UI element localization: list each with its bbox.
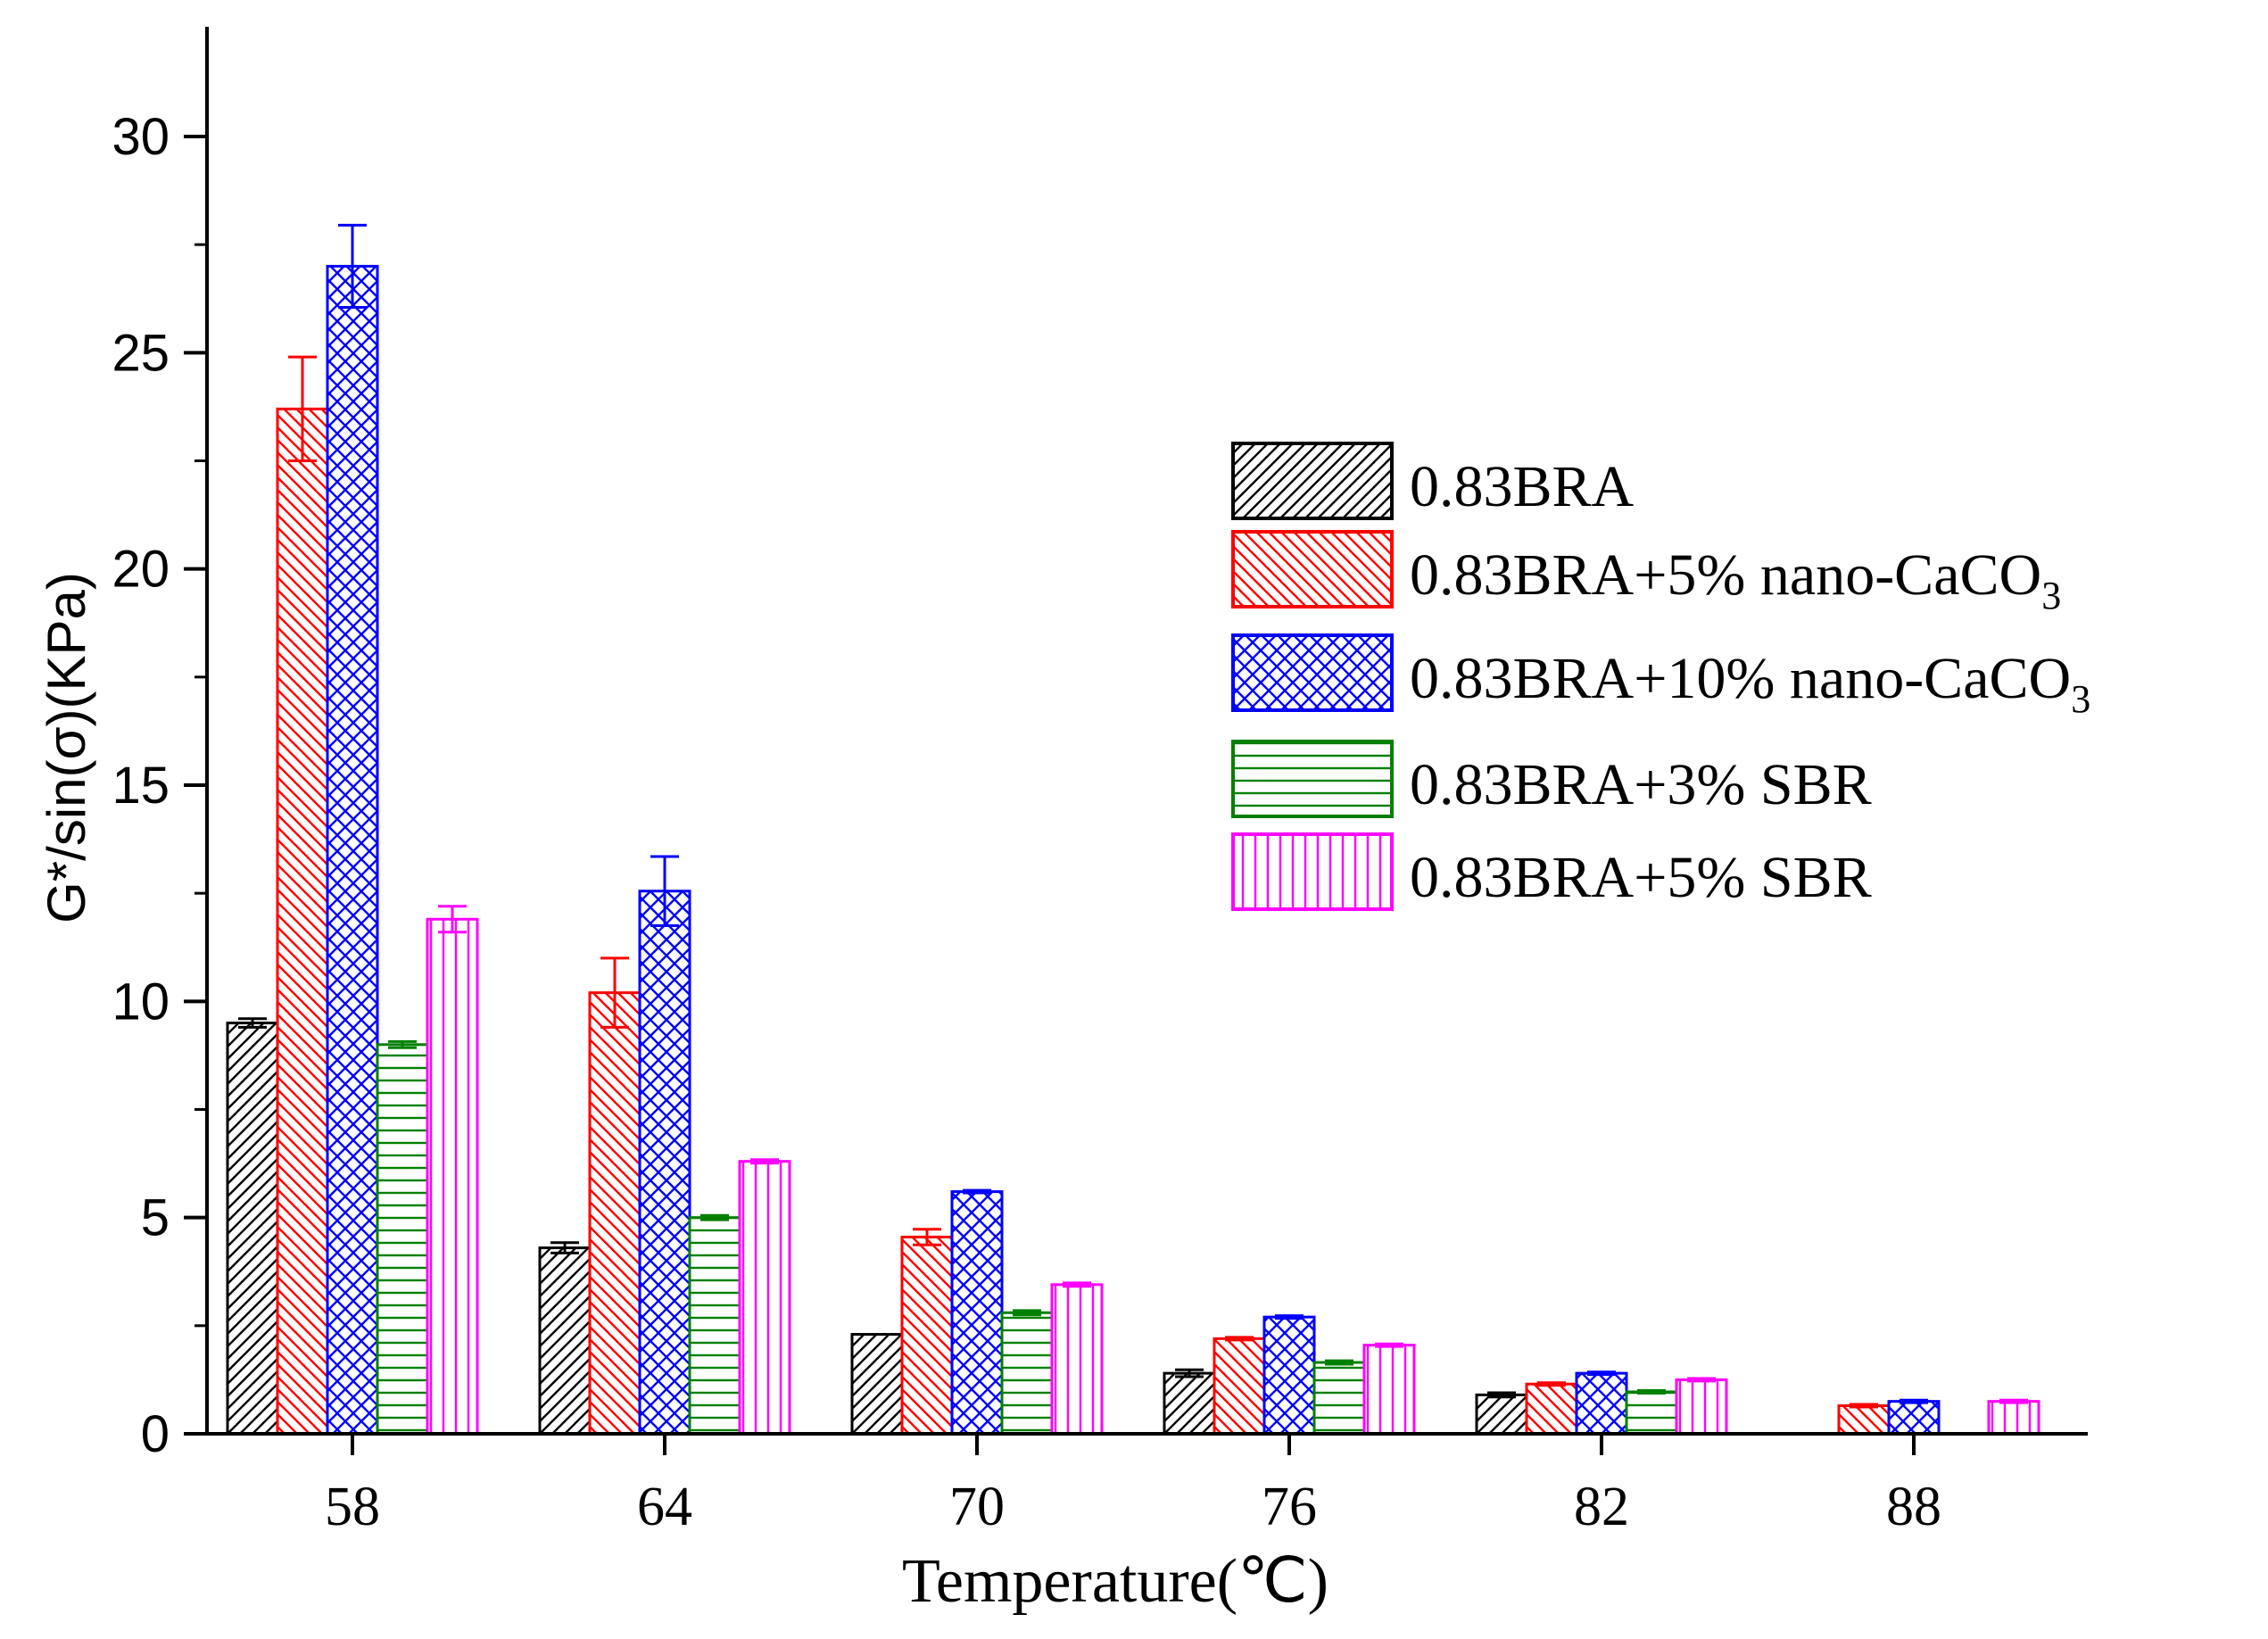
- error-bar: [438, 905, 467, 934]
- error-bar: [700, 1213, 729, 1221]
- error-bar: [1587, 1370, 1616, 1377]
- legend-swatch: [1231, 442, 1394, 520]
- error-bar: [1637, 1389, 1666, 1395]
- x-tick-label: 58: [325, 1477, 380, 1537]
- bar: [1213, 1337, 1266, 1436]
- y-axis-title: G*/sin(σ)(KPa): [37, 572, 96, 923]
- bar: [1312, 1361, 1366, 1436]
- error-bar: [650, 855, 679, 928]
- y-tick-label: 10: [112, 973, 170, 1031]
- y-tick-label: 20: [112, 541, 170, 599]
- bar: [538, 1246, 592, 1436]
- x-tick-label: 76: [1262, 1477, 1317, 1537]
- bar: [1575, 1371, 1628, 1436]
- bar: [1987, 1400, 2040, 1436]
- bar: [426, 917, 479, 1436]
- legend-item: 0.83BRA+5% nano-CaCO3: [1231, 530, 2061, 617]
- axes-layer: 0 5 10 15 20 25 30 58 64 70 76 82 88: [112, 27, 2088, 1537]
- legend-label: 0.83BRA+5% nano-CaCO3: [1410, 542, 2061, 617]
- error-bar: [1487, 1391, 1516, 1399]
- legend-label: 0.83BRA: [1410, 454, 1635, 519]
- legend-label: 0.83BRA+5% SBR: [1410, 845, 1872, 910]
- error-bar: [238, 1017, 267, 1029]
- legend-swatch: [1231, 740, 1394, 818]
- legend-label: 0.83BRA+10% nano-CaCO3: [1410, 646, 2090, 721]
- legend: 0.83BRA 0.83BRA+5% nano-CaCO3 0.83BRA+10% …: [1231, 442, 2090, 911]
- y-tick-label: 5: [141, 1189, 170, 1247]
- bar: [850, 1333, 904, 1436]
- y-tick-label: 25: [112, 324, 170, 382]
- x-tick-label: 64: [637, 1477, 692, 1537]
- error-bar: [1537, 1381, 1566, 1387]
- error-bar: [1900, 1398, 1928, 1404]
- bar: [1000, 1311, 1054, 1436]
- bar: [1262, 1315, 1316, 1436]
- bar: [276, 407, 329, 1436]
- bar: [688, 1216, 741, 1436]
- bar: [900, 1235, 954, 1436]
- error-bar: [288, 355, 317, 462]
- error-bar: [1375, 1342, 1403, 1348]
- error-bar: [1325, 1359, 1353, 1366]
- legend-label: 0.83BRA+3% SBR: [1410, 752, 1872, 817]
- error-bar: [1850, 1403, 1878, 1409]
- error-bar: [1275, 1314, 1304, 1320]
- bar: [1837, 1403, 1891, 1436]
- error-bar: [963, 1188, 991, 1195]
- bar: [638, 890, 691, 1436]
- error-bar: [550, 1241, 579, 1254]
- bars-layer: [226, 223, 2040, 1436]
- x-tick-label: 70: [949, 1477, 1005, 1537]
- x-tick-label: 82: [1574, 1477, 1629, 1537]
- bar: [1362, 1344, 1416, 1436]
- bar: [1050, 1283, 1104, 1436]
- error-bar: [1687, 1377, 1716, 1383]
- bar: [1625, 1390, 1678, 1436]
- bar: [376, 1043, 429, 1436]
- legend-swatch: [1231, 832, 1394, 911]
- bar: [588, 991, 641, 1436]
- legend-swatch: [1231, 633, 1394, 712]
- legend-swatch: [1231, 530, 1394, 608]
- error-bar: [1013, 1309, 1041, 1317]
- y-tick-label: 30: [112, 108, 170, 166]
- error-bar: [1063, 1281, 1091, 1288]
- y-tick-label: 0: [141, 1405, 170, 1463]
- error-bar: [600, 956, 629, 1029]
- error-bar: [1175, 1368, 1204, 1378]
- error-bar: [750, 1158, 779, 1165]
- bar: [950, 1190, 1004, 1436]
- bar: [226, 1022, 279, 1436]
- bar: [1525, 1382, 1578, 1436]
- error-bar: [1225, 1336, 1254, 1342]
- error-bar: [913, 1228, 941, 1246]
- legend-item: 0.83BRA+10% nano-CaCO3: [1231, 633, 2090, 721]
- error-bar: [338, 223, 367, 309]
- legend-item: 0.83BRA: [1231, 442, 1635, 520]
- bar: [1475, 1393, 1528, 1436]
- y-tick-label: 15: [112, 757, 170, 815]
- x-axis-title: Temperature(℃): [902, 1547, 1329, 1616]
- error-bar: [1999, 1398, 2028, 1404]
- legend-item: 0.83BRA+5% SBR: [1231, 832, 1872, 911]
- bar: [738, 1160, 791, 1436]
- bar: [1675, 1378, 1728, 1436]
- bar: [326, 264, 379, 1436]
- bar: [1887, 1400, 1941, 1436]
- bar: [1163, 1371, 1216, 1436]
- error-bar: [388, 1039, 417, 1049]
- legend-item: 0.83BRA+3% SBR: [1231, 740, 1872, 818]
- x-tick-label: 88: [1886, 1477, 1941, 1537]
